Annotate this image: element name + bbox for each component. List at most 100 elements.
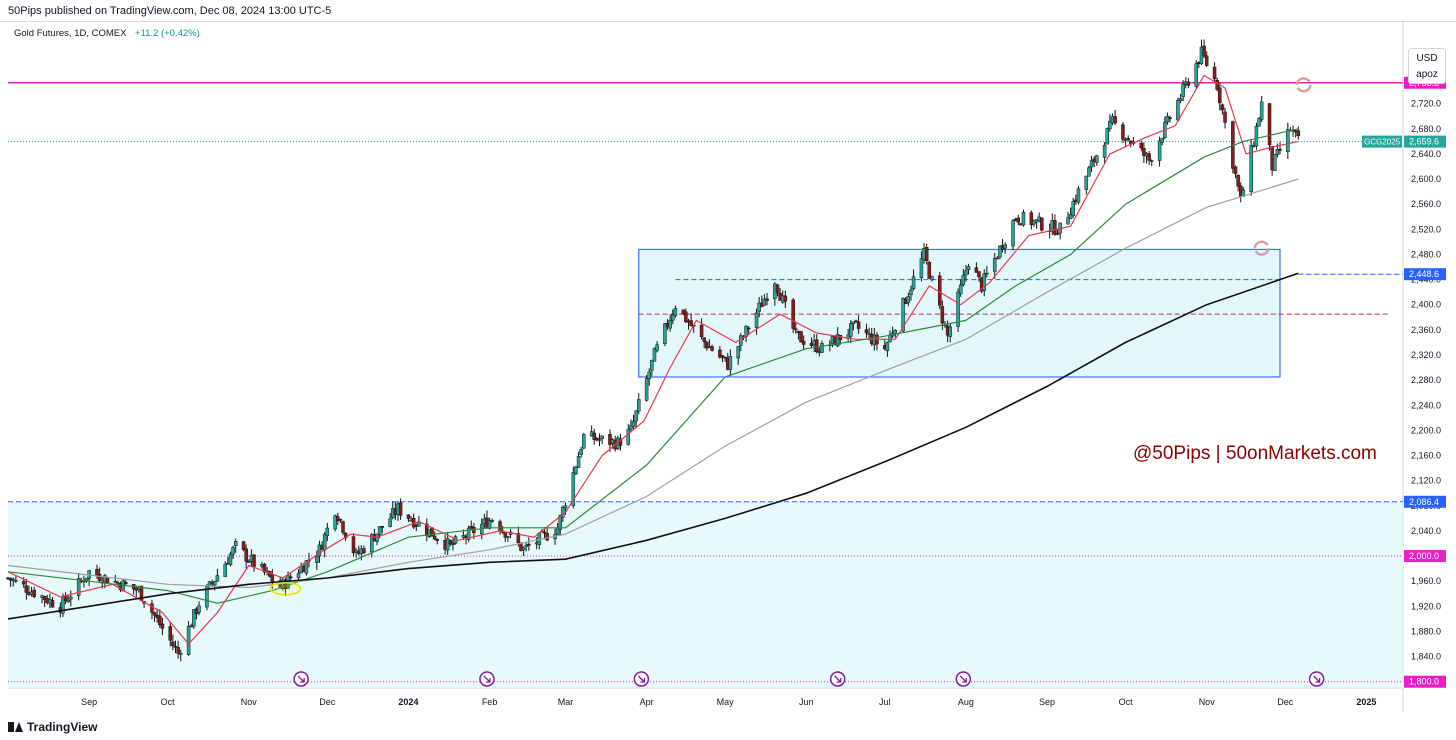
- level-price-tag-bg: [1404, 268, 1446, 281]
- candle: [592, 428, 597, 445]
- candle: [1071, 197, 1075, 218]
- candle-body: [718, 349, 722, 358]
- time-tick-label: Nov: [1199, 697, 1216, 707]
- candle-body: [213, 581, 217, 586]
- candle-body: [668, 320, 672, 329]
- candle: [398, 498, 403, 520]
- candle-body: [684, 311, 688, 322]
- candle: [720, 354, 725, 363]
- candle: [228, 551, 233, 567]
- candle-body: [1218, 87, 1222, 104]
- candles: [6, 39, 1301, 662]
- currency-selector[interactable]: USD apoz: [1408, 48, 1446, 84]
- candle-body: [168, 626, 173, 641]
- candle-body: [351, 536, 356, 554]
- candle: [992, 253, 997, 279]
- candle: [1157, 136, 1162, 167]
- candle: [582, 432, 586, 450]
- candle: [113, 574, 118, 584]
- candle-body: [69, 596, 73, 600]
- candle: [574, 465, 578, 476]
- tradingview-logo-icon: [8, 722, 23, 732]
- chart-frame[interactable]: 1,800.0 1,840.0 1,880.0 1,920.0 1,960.0 2,000…: [0, 22, 1456, 712]
- candle: [775, 283, 780, 297]
- time-tick-label: Feb: [482, 697, 498, 707]
- candle-body: [689, 320, 693, 327]
- candle-body: [1254, 125, 1259, 147]
- candle-body: [42, 596, 47, 601]
- candle-body: [1286, 129, 1290, 152]
- candle-body: [296, 573, 301, 579]
- candle-body: [600, 435, 604, 439]
- candle-body: [626, 428, 631, 445]
- candle-body: [466, 527, 471, 540]
- price-chart[interactable]: 1,800.0 1,840.0 1,880.0 1,920.0 1,960.0 2,000…: [0, 22, 1456, 712]
- candle-body: [1178, 98, 1183, 102]
- candle: [626, 423, 631, 446]
- legend-symbol: Gold Futures, 1D, COMEX: [14, 28, 127, 39]
- candle-body: [61, 596, 65, 614]
- tradingview-brand[interactable]: TradingView: [8, 720, 97, 734]
- candle-body: [1126, 138, 1130, 141]
- candle-body: [186, 625, 191, 655]
- candle: [663, 322, 667, 347]
- candle-body: [663, 323, 667, 344]
- candle: [61, 593, 65, 617]
- candle: [288, 573, 293, 581]
- candle: [1296, 126, 1301, 140]
- time-tick-label: Oct: [1119, 697, 1134, 707]
- candle: [718, 346, 722, 359]
- event-marker-arrow: [297, 675, 305, 683]
- candle: [705, 340, 709, 351]
- candle-body: [765, 298, 769, 301]
- candle: [1186, 78, 1191, 89]
- candle-body: [233, 541, 238, 547]
- candle-body: [1066, 217, 1070, 225]
- candle: [158, 609, 162, 628]
- candle: [24, 578, 29, 600]
- candle-body: [705, 341, 709, 349]
- candle: [924, 243, 929, 265]
- candle: [655, 341, 659, 353]
- candle-body: [775, 284, 780, 293]
- candle-body: [966, 266, 971, 270]
- candle: [338, 518, 343, 523]
- candle-body: [1011, 220, 1015, 247]
- candle: [1215, 77, 1219, 92]
- candle: [1139, 140, 1144, 152]
- candle: [1053, 214, 1057, 236]
- support-zone: [8, 501, 1403, 688]
- candle: [956, 288, 960, 332]
- candle-body: [1055, 233, 1060, 235]
- candle: [32, 586, 36, 599]
- level-price-tag-bg: [1404, 135, 1446, 148]
- candle: [851, 321, 856, 331]
- candle-body: [516, 533, 521, 543]
- candle: [699, 318, 704, 340]
- candle: [634, 410, 638, 427]
- candle-body: [160, 623, 165, 629]
- time-tick-label: Nov: [241, 697, 258, 707]
- candle: [754, 308, 759, 335]
- candle: [1016, 214, 1021, 226]
- candle-body: [885, 342, 890, 351]
- candle: [192, 609, 196, 630]
- price-axis: 1,800.0 1,840.0 1,880.0 1,920.0 1,960.0 2,000…: [1411, 74, 1441, 687]
- candle-body: [579, 449, 583, 455]
- candle: [1165, 112, 1170, 125]
- candle-body: [1016, 217, 1021, 223]
- level-price-tag: 2,448.6: [1404, 268, 1446, 281]
- candle-body: [173, 646, 178, 648]
- candle: [1273, 154, 1277, 172]
- candle: [1218, 82, 1222, 111]
- event-marker-arrow: [834, 675, 842, 683]
- candle: [223, 561, 227, 577]
- candle-body: [304, 560, 309, 574]
- level-price-tag: 1,800.0: [1404, 675, 1446, 688]
- candle-body: [982, 273, 986, 291]
- candle: [506, 535, 510, 542]
- candle: [205, 583, 209, 611]
- candle-body: [215, 575, 220, 582]
- candle-body: [487, 520, 492, 529]
- level-price-tag-label: 2,448.6: [1409, 269, 1439, 279]
